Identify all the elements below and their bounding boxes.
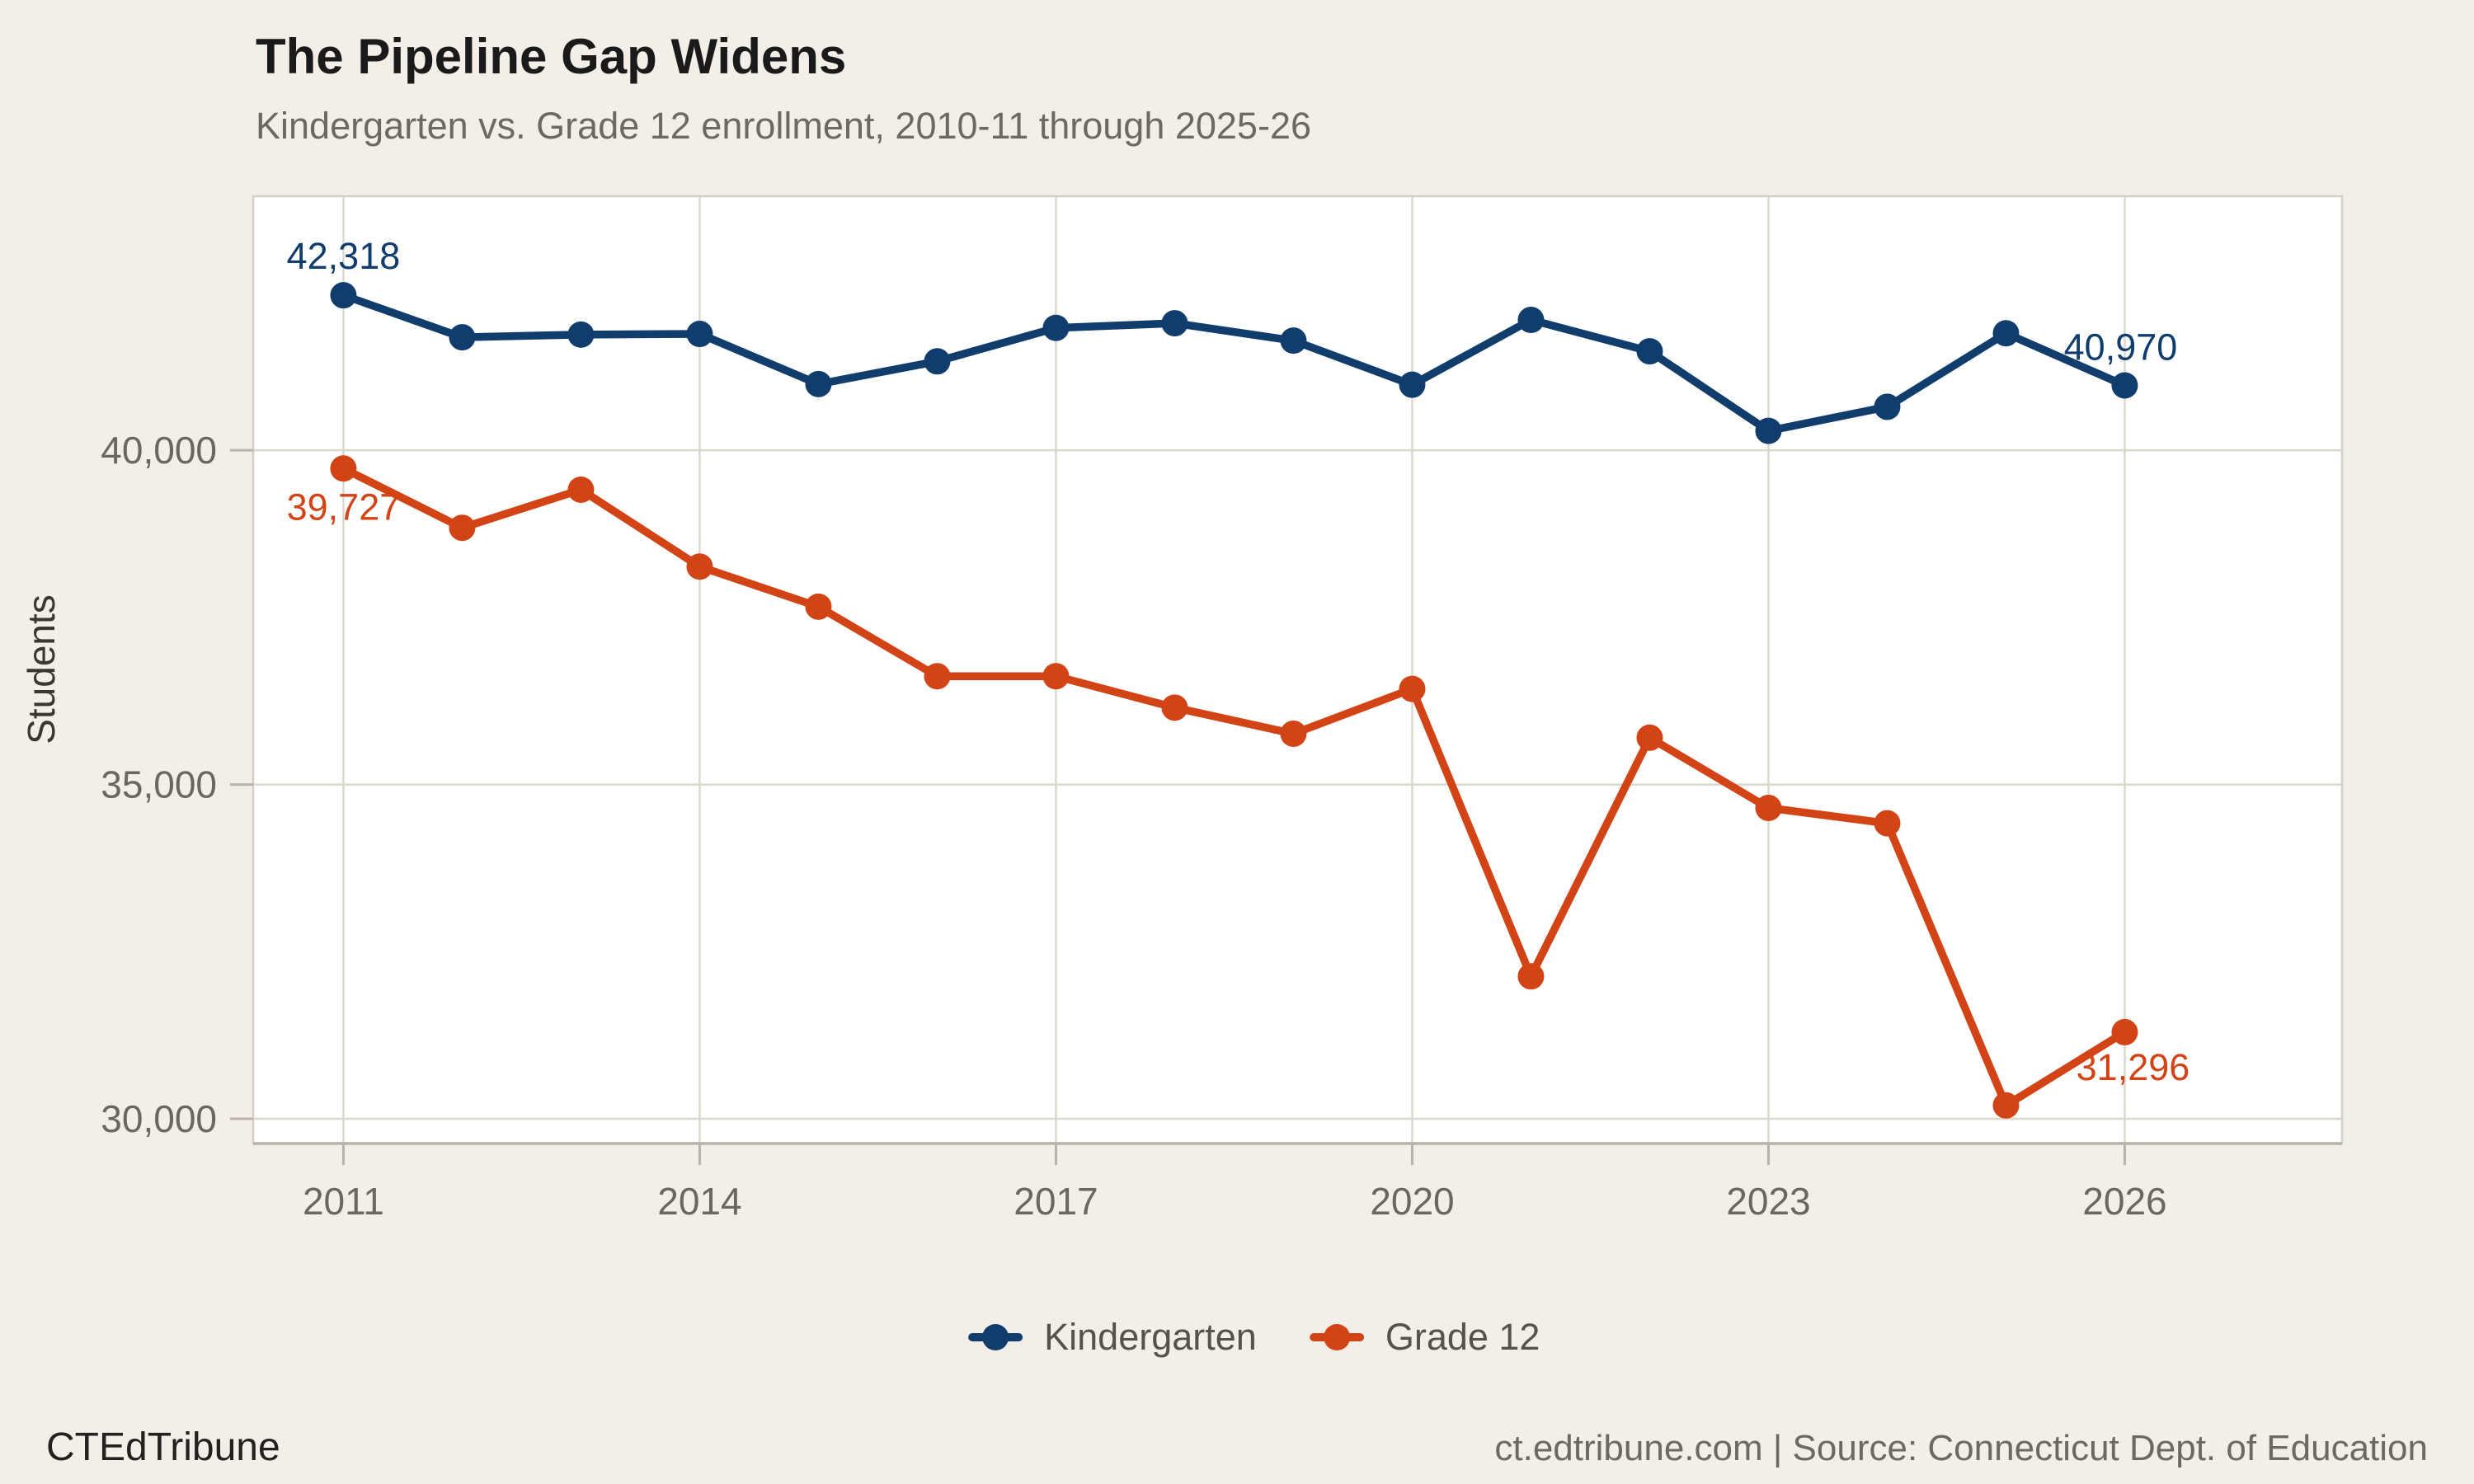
data-point-kindergarten [1399,371,1426,398]
data-point-grade-12 [567,476,595,503]
data-point-kindergarten [1874,393,1901,420]
grade12-legend-marker [1309,1324,1364,1350]
data-point-kindergarten [449,324,476,351]
data-point-grade-12 [1517,963,1545,990]
data-point-kindergarten [805,370,832,397]
value-label: 31,296 [2077,1046,2190,1088]
value-label: 42,318 [287,235,401,277]
data-point-grade-12 [805,593,832,620]
data-point-grade-12 [1399,675,1426,702]
data-point-grade-12 [1161,694,1188,721]
chart-legend: Kindergarten Grade 12 [968,1316,1540,1359]
data-point-grade-12 [330,455,357,482]
legend-item-grade12: Grade 12 [1309,1316,1540,1359]
data-point-grade-12 [686,553,713,580]
data-point-grade-12 [449,514,476,542]
data-point-kindergarten [1280,327,1307,355]
data-point-kindergarten [1992,320,2020,347]
data-point-kindergarten [567,321,595,348]
x-tick-label: 2014 [657,1180,741,1223]
page-subtitle: Kindergarten vs. Grade 12 enrollment, 20… [256,105,1311,147]
data-point-grade-12 [1280,720,1307,747]
data-point-kindergarten [1042,314,1070,341]
series-line-kindergarten [339,291,2129,435]
value-label: 40,970 [2064,326,2178,368]
chart-header: The Pipeline Gap Widens Kindergarten vs.… [256,28,1311,148]
data-point-kindergarten [924,348,951,375]
data-point-grade-12 [2111,1018,2138,1045]
y-axis-title: Students [20,594,63,744]
x-tick-label: 2020 [1370,1180,1454,1223]
grade12-legend-dot [1323,1324,1350,1350]
brand-wordmark: CTEdTribune [46,1425,280,1469]
x-tick-label: 2023 [1726,1180,1810,1223]
y-tick-label: 35,000 [101,763,217,806]
data-point-grade-12 [1042,663,1070,690]
data-point-grade-12 [924,663,951,690]
data-point-kindergarten [1636,338,1663,365]
source-attribution: ct.edtribune.com | Source: Connecticut D… [1494,1428,2428,1468]
data-point-grade-12 [1992,1092,2020,1119]
kindergarten-legend-marker [968,1324,1023,1350]
data-point-grade-12 [1874,810,1901,837]
grade12-legend-label: Grade 12 [1385,1316,1540,1358]
kindergarten-legend-dot [982,1324,1009,1350]
value-label: 39,727 [287,486,401,528]
kindergarten-legend-label: Kindergarten [1044,1316,1257,1358]
x-tick-label: 2017 [1014,1180,1098,1223]
page-title: The Pipeline Gap Widens [256,29,847,84]
legend-item-kindergarten: Kindergarten [968,1316,1257,1359]
data-point-grade-12 [1636,724,1663,751]
data-point-kindergarten [1755,417,1782,444]
data-point-grade-12 [1755,794,1782,821]
y-tick-label: 30,000 [101,1097,217,1140]
x-tick-label: 2026 [2082,1180,2166,1223]
x-tick-label: 2011 [303,1180,384,1223]
data-point-kindergarten [330,282,357,309]
data-point-kindergarten [1517,307,1545,334]
page-footer: CTEdTribune ct.edtribune.com | Source: C… [0,1425,2474,1470]
series-line-grade-12 [339,464,2129,1110]
y-tick-label: 40,000 [101,429,217,472]
data-point-kindergarten [2111,372,2138,399]
data-point-kindergarten [686,321,713,348]
plot-area [253,196,2342,1144]
data-point-kindergarten [1161,310,1188,337]
